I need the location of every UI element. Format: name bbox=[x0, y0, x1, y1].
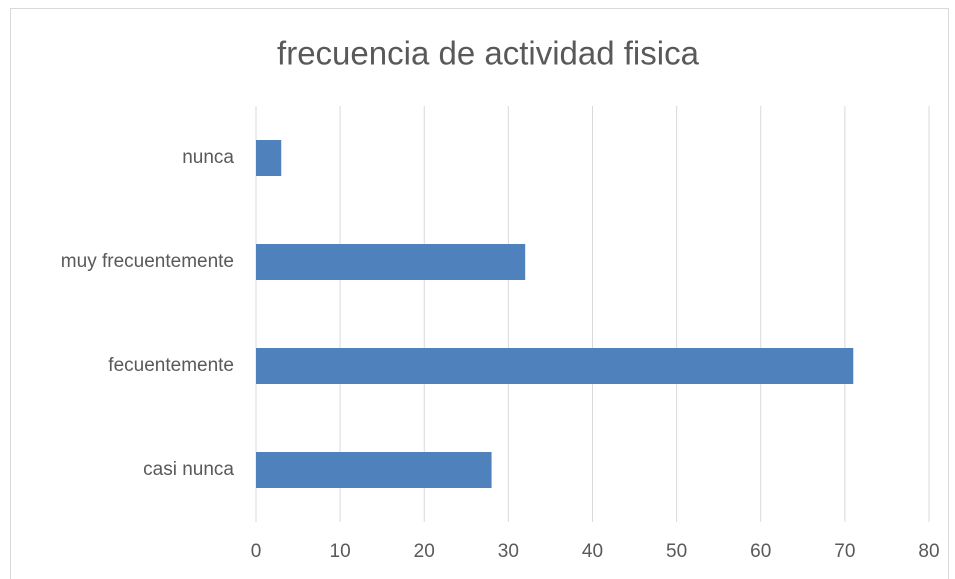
x-tick-label: 60 bbox=[750, 541, 771, 562]
y-tick-label: muy frecuentemente bbox=[61, 251, 234, 272]
y-tick-label: fecuentemente bbox=[108, 355, 234, 376]
bar bbox=[256, 452, 492, 488]
x-tick-label: 40 bbox=[582, 541, 603, 562]
chart-border bbox=[10, 8, 949, 579]
bar bbox=[256, 348, 854, 384]
y-tick-label: nunca bbox=[182, 147, 234, 168]
x-tick-label: 80 bbox=[918, 541, 939, 562]
bar bbox=[256, 244, 526, 280]
x-tick-label: 0 bbox=[251, 541, 262, 562]
x-tick-label: 10 bbox=[330, 541, 351, 562]
y-tick-label: casi nunca bbox=[143, 459, 234, 480]
x-tick-label: 50 bbox=[666, 541, 687, 562]
x-tick-label: 20 bbox=[414, 541, 435, 562]
bar bbox=[256, 140, 282, 176]
x-tick-label: 30 bbox=[498, 541, 519, 562]
x-tick-label: 70 bbox=[834, 541, 855, 562]
chart-title: frecuencia de actividad fisica bbox=[277, 35, 700, 72]
